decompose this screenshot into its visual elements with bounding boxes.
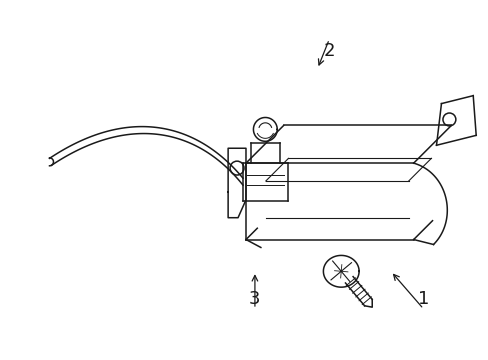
Text: 2: 2 — [323, 42, 334, 60]
Text: 3: 3 — [249, 290, 260, 308]
Text: 1: 1 — [417, 290, 428, 308]
